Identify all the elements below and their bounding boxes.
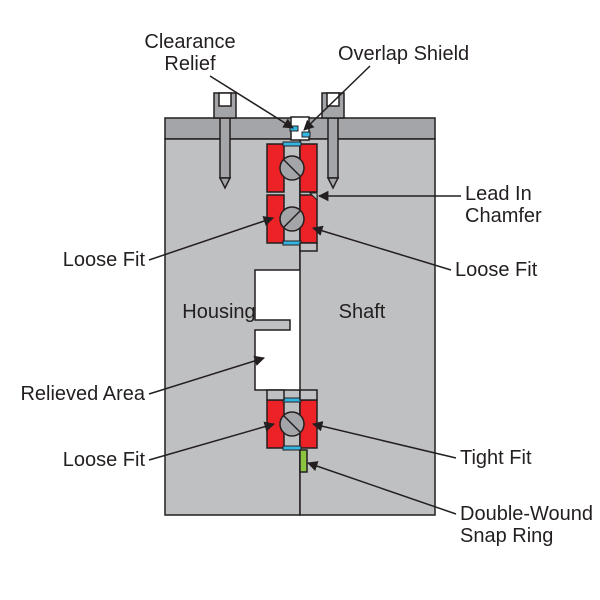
svg-text:Relieved Area: Relieved Area bbox=[20, 383, 145, 405]
svg-text:Snap Ring: Snap Ring bbox=[460, 525, 553, 547]
svg-text:Tight Fit: Tight Fit bbox=[460, 447, 532, 469]
shaft-label: Shaft bbox=[339, 301, 386, 323]
svg-text:Chamfer: Chamfer bbox=[465, 205, 542, 227]
svg-text:Loose Fit: Loose Fit bbox=[455, 259, 538, 281]
svg-text:Loose Fit: Loose Fit bbox=[63, 449, 146, 471]
shaft-shoulder-upper bbox=[300, 243, 317, 251]
svg-text:Loose Fit: Loose Fit bbox=[63, 249, 146, 271]
clearance-relief-gap bbox=[290, 117, 310, 140]
svg-text:Double-Wound: Double-Wound bbox=[460, 503, 593, 525]
svg-text:Lead In: Lead In bbox=[465, 183, 532, 205]
bearing-cross-section-diagram: Housing Shaft Clearance Relief Overlap S… bbox=[0, 0, 600, 600]
svg-text:Overlap Shield: Overlap Shield bbox=[338, 43, 469, 65]
shield-bottom bbox=[283, 241, 301, 245]
snap-ring bbox=[300, 450, 307, 472]
shield-top bbox=[283, 142, 301, 146]
svg-text:Relief: Relief bbox=[164, 53, 216, 75]
housing-shoulder-lower bbox=[267, 390, 284, 400]
housing-label: Housing bbox=[182, 301, 255, 323]
shaft-shoulder-lower bbox=[300, 390, 317, 400]
svg-text:Clearance: Clearance bbox=[144, 31, 235, 53]
